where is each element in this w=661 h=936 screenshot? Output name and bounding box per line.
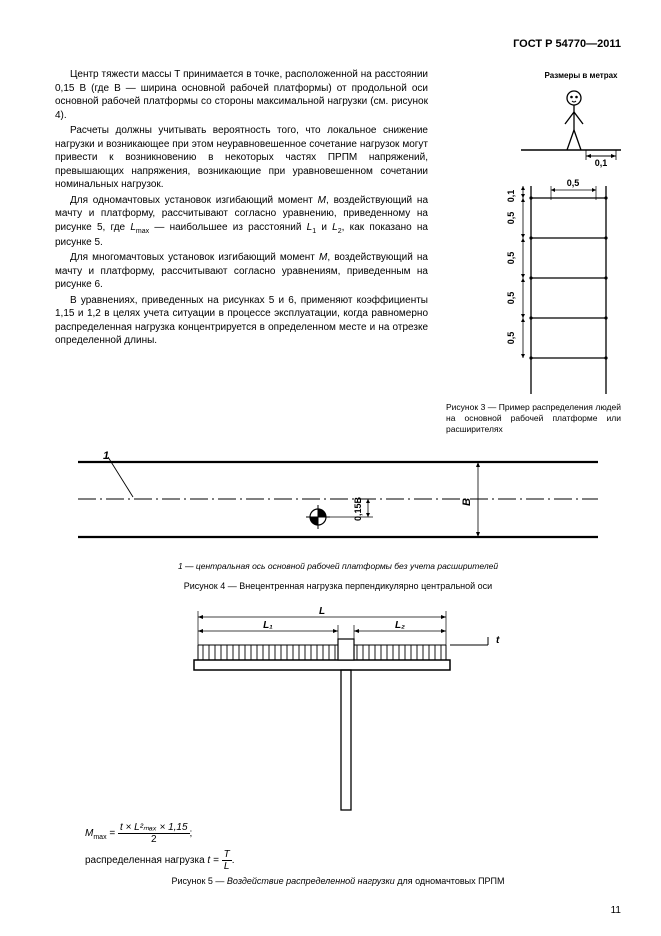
page-number: 11 (611, 905, 621, 916)
svg-text:0,15B: 0,15B (353, 497, 363, 522)
svg-text:L₂: L₂ (395, 620, 405, 631)
svg-text:B: B (461, 498, 473, 506)
svg-text:0,5: 0,5 (506, 332, 516, 345)
figure-4: 1 0,15B B (68, 447, 608, 552)
body-text: Центр тяжести массы T принимается в точк… (55, 68, 428, 435)
svg-text:0,5: 0,5 (506, 292, 516, 305)
svg-text:0,1: 0,1 (506, 190, 516, 203)
para-1: Центр тяжести массы T принимается в точк… (55, 68, 428, 122)
svg-text:0,5: 0,5 (567, 178, 580, 188)
formula-t: распределенная нагрузка t = TL. (85, 849, 621, 872)
svg-text:Размеры в метрах: Размеры в метрах (545, 71, 619, 80)
figure-3: Размеры в метрах 0,1 (446, 68, 621, 398)
doc-number: ГОСТ Р 54770—2011 (55, 38, 621, 50)
figure-4-legend: 1 — центральная ось основной рабочей пла… (55, 561, 621, 571)
para-5: В уравнениях, приведенных на рисунках 5 … (55, 294, 428, 348)
svg-text:0,5: 0,5 (506, 252, 516, 265)
figure-5-caption: Рисунок 5 — Воздействие распределенной н… (55, 876, 621, 886)
svg-text:0,5: 0,5 (506, 212, 516, 225)
para-2: Расчеты должны учитывать вероятность тог… (55, 124, 428, 192)
formula-mmax: Mmax = t × L²ₘₐₓ × 1,152; (85, 822, 621, 845)
svg-text:0,1: 0,1 (595, 158, 608, 168)
figure-3-caption: Рисунок 3 — Пример распределения людей н… (446, 402, 621, 435)
para-4: Для многомачтовых установок изгибающий м… (55, 251, 428, 292)
svg-text:L: L (319, 606, 325, 617)
svg-text:L₁: L₁ (263, 620, 273, 631)
figure-5: L L₁ L₂ (168, 605, 508, 815)
svg-text:t: t (496, 635, 500, 646)
svg-text:1: 1 (103, 450, 109, 462)
figure-4-caption: Рисунок 4 — Внецентренная нагрузка перпе… (55, 581, 621, 591)
para-3: Для одномачтовых установок изгибающий мо… (55, 194, 428, 250)
